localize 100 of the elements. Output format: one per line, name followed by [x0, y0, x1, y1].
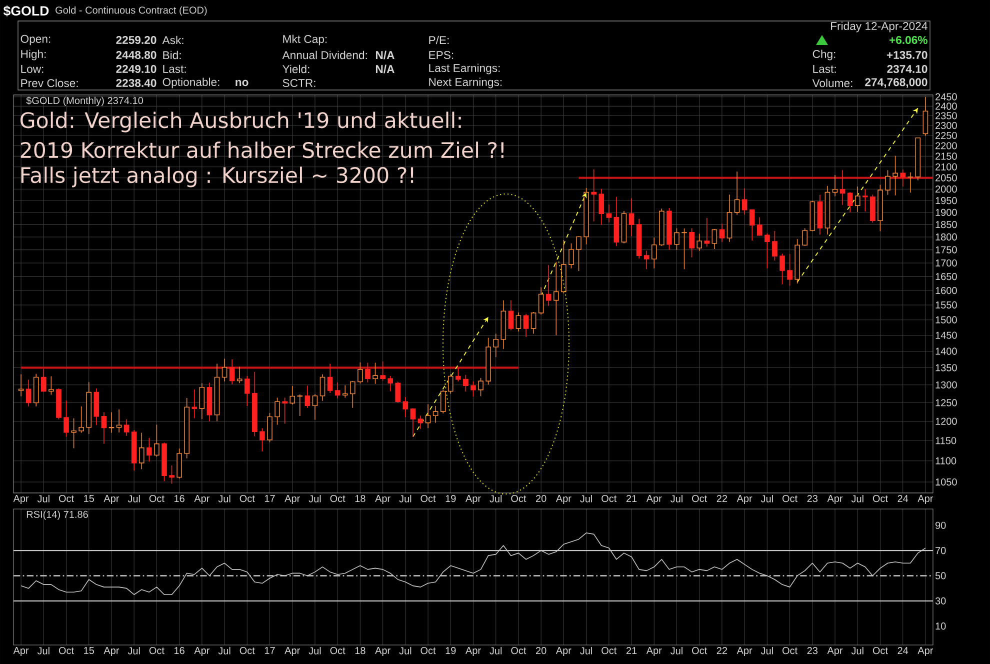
candlestick: [380, 361, 386, 382]
y-tick-label: 30: [935, 597, 946, 604]
text: +135.70: [886, 50, 928, 60]
x-tick-label: Jul: [218, 495, 230, 502]
x-tick-label: 15: [84, 647, 94, 654]
candlestick: [154, 424, 160, 458]
candlestick: [840, 170, 846, 206]
candlestick: [448, 374, 454, 394]
candlestick: [734, 171, 740, 216]
y-tick-label: 1750: [936, 246, 957, 254]
x-tick-label: Jul: [580, 495, 592, 502]
x-tick-label: 20: [536, 647, 546, 654]
text: Optionable:: [162, 78, 220, 88]
x-tick-label: Jul: [851, 647, 864, 654]
candlestick: [297, 394, 303, 416]
y-tick-label: 1250: [936, 399, 957, 406]
text: Mkt Cap:: [283, 34, 327, 46]
y-tick-label: 2400: [936, 102, 957, 110]
annotation: Falls jetzt analog : Kursziel ~ 3200 ?!: [21, 166, 414, 188]
x-tick-label: 22: [716, 494, 728, 502]
x-tick-label: Oct: [511, 494, 526, 502]
candlestick: [350, 380, 356, 408]
candlestick: [651, 237, 657, 269]
x-tick-label: Apr: [556, 647, 572, 656]
candlestick: [274, 397, 280, 426]
y-tick-label: 90: [935, 522, 946, 529]
y-tick-label: 1300: [936, 381, 957, 388]
x-tick-label: Jul: [128, 495, 140, 502]
x-tick-label: Oct: [240, 494, 255, 502]
candlestick: [591, 168, 596, 222]
x-tick-label: Oct: [602, 494, 617, 502]
y-tick-label: 2350: [936, 112, 957, 120]
x-tick-label: Apr: [465, 494, 481, 504]
x-tick-label: Oct: [149, 647, 164, 654]
candlestick: [568, 242, 574, 269]
candlestick: [40, 368, 46, 392]
y-tick-label: 2200: [936, 142, 957, 150]
x-tick-label: Apr: [13, 494, 29, 504]
text: Chg:: [812, 50, 836, 60]
candlestick: [124, 418, 130, 436]
x-tick-label: Apr: [284, 647, 300, 656]
text: Low:: [21, 65, 44, 73]
x-tick-label: Apr: [918, 494, 934, 504]
x-tick-label: Apr: [646, 494, 662, 504]
candlestick: [402, 396, 408, 418]
y-tick-label: 1450: [936, 332, 957, 339]
candlestick: [320, 374, 326, 402]
candlestick: [425, 404, 431, 429]
text: 2249.10: [116, 64, 156, 73]
candlestick: [146, 437, 152, 462]
candlestick: [892, 155, 898, 196]
x-tick-label: Jul: [670, 495, 682, 502]
candlestick: [26, 379, 32, 407]
y-tick-label: 1950: [936, 197, 957, 204]
x-tick-label: Oct: [330, 494, 346, 502]
text: 2259.20: [116, 36, 156, 44]
candlestick: [787, 254, 792, 286]
candlestick: [470, 381, 476, 397]
candlestick: [870, 194, 876, 224]
candlestick: [236, 366, 242, 384]
candlestick: [749, 209, 755, 241]
x-tick-label: 19: [446, 494, 456, 502]
x-tick-label: 24: [898, 494, 908, 502]
candlestick: [244, 375, 250, 406]
x-tick-label: Oct: [872, 494, 888, 502]
x-tick-label: 21: [626, 647, 637, 654]
candlestick: [18, 374, 24, 397]
candlestick: [395, 381, 401, 404]
candlestick: [334, 382, 340, 399]
y-tick-label: 1200: [936, 418, 957, 425]
x-tick-label: Oct: [872, 647, 888, 654]
candlestick: [885, 170, 890, 196]
x-tick-label: Jul: [308, 647, 321, 654]
text: Last:: [163, 65, 186, 73]
x-tick-label: Apr: [104, 647, 120, 656]
x-tick-label: Oct: [602, 647, 617, 654]
x-tick-label: Oct: [420, 494, 436, 502]
x-tick-label: Apr: [194, 494, 210, 504]
candlestick: [538, 287, 544, 315]
text: no: [236, 80, 248, 86]
text: +6.06%: [889, 36, 928, 44]
candlestick: [696, 233, 702, 252]
y-tick-label: 2250: [936, 132, 957, 140]
x-tick-label: Jul: [490, 647, 502, 654]
candlestick: [176, 448, 182, 479]
text: 2448.80: [116, 50, 156, 59]
y-tick-label: 10: [936, 622, 946, 630]
candlestick: [432, 406, 438, 424]
y-tick-label: 1400: [936, 348, 957, 355]
candlestick: [304, 385, 310, 408]
annotation: Gold: Vergleich Ausbruch '19 und aktuell:: [20, 112, 461, 132]
text: $GOLD: [3, 6, 49, 16]
x-tick-label: Oct: [330, 647, 346, 654]
y-tick-label: 50: [935, 572, 946, 580]
candlestick: [523, 314, 529, 338]
x-tick-label: Apr: [646, 647, 662, 656]
candlestick: [922, 96, 928, 136]
x-tick-label: Jul: [490, 495, 502, 502]
text: Friday 12-Apr-2024: [831, 22, 928, 32]
x-tick-label: 20: [536, 494, 546, 502]
